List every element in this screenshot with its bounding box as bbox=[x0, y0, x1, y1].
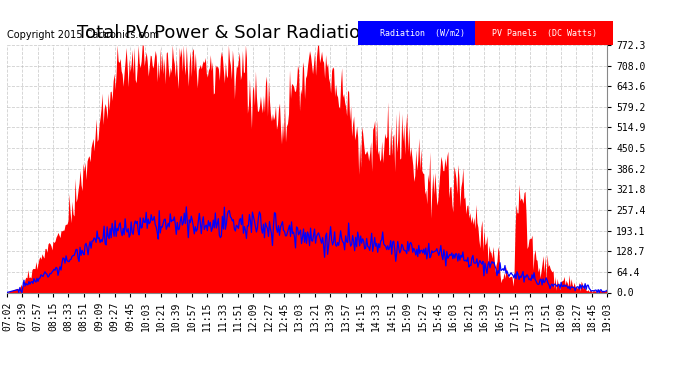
Text: Copyright 2015 Cartronics.com: Copyright 2015 Cartronics.com bbox=[7, 30, 159, 40]
Title: Total PV Power & Solar Radiation Thu Mar 26 19:05: Total PV Power & Solar Radiation Thu Mar… bbox=[77, 24, 537, 42]
Text: PV Panels  (DC Watts): PV Panels (DC Watts) bbox=[492, 29, 597, 38]
FancyBboxPatch shape bbox=[475, 21, 613, 45]
Text: Radiation  (W/m2): Radiation (W/m2) bbox=[380, 29, 465, 38]
FancyBboxPatch shape bbox=[358, 21, 487, 45]
